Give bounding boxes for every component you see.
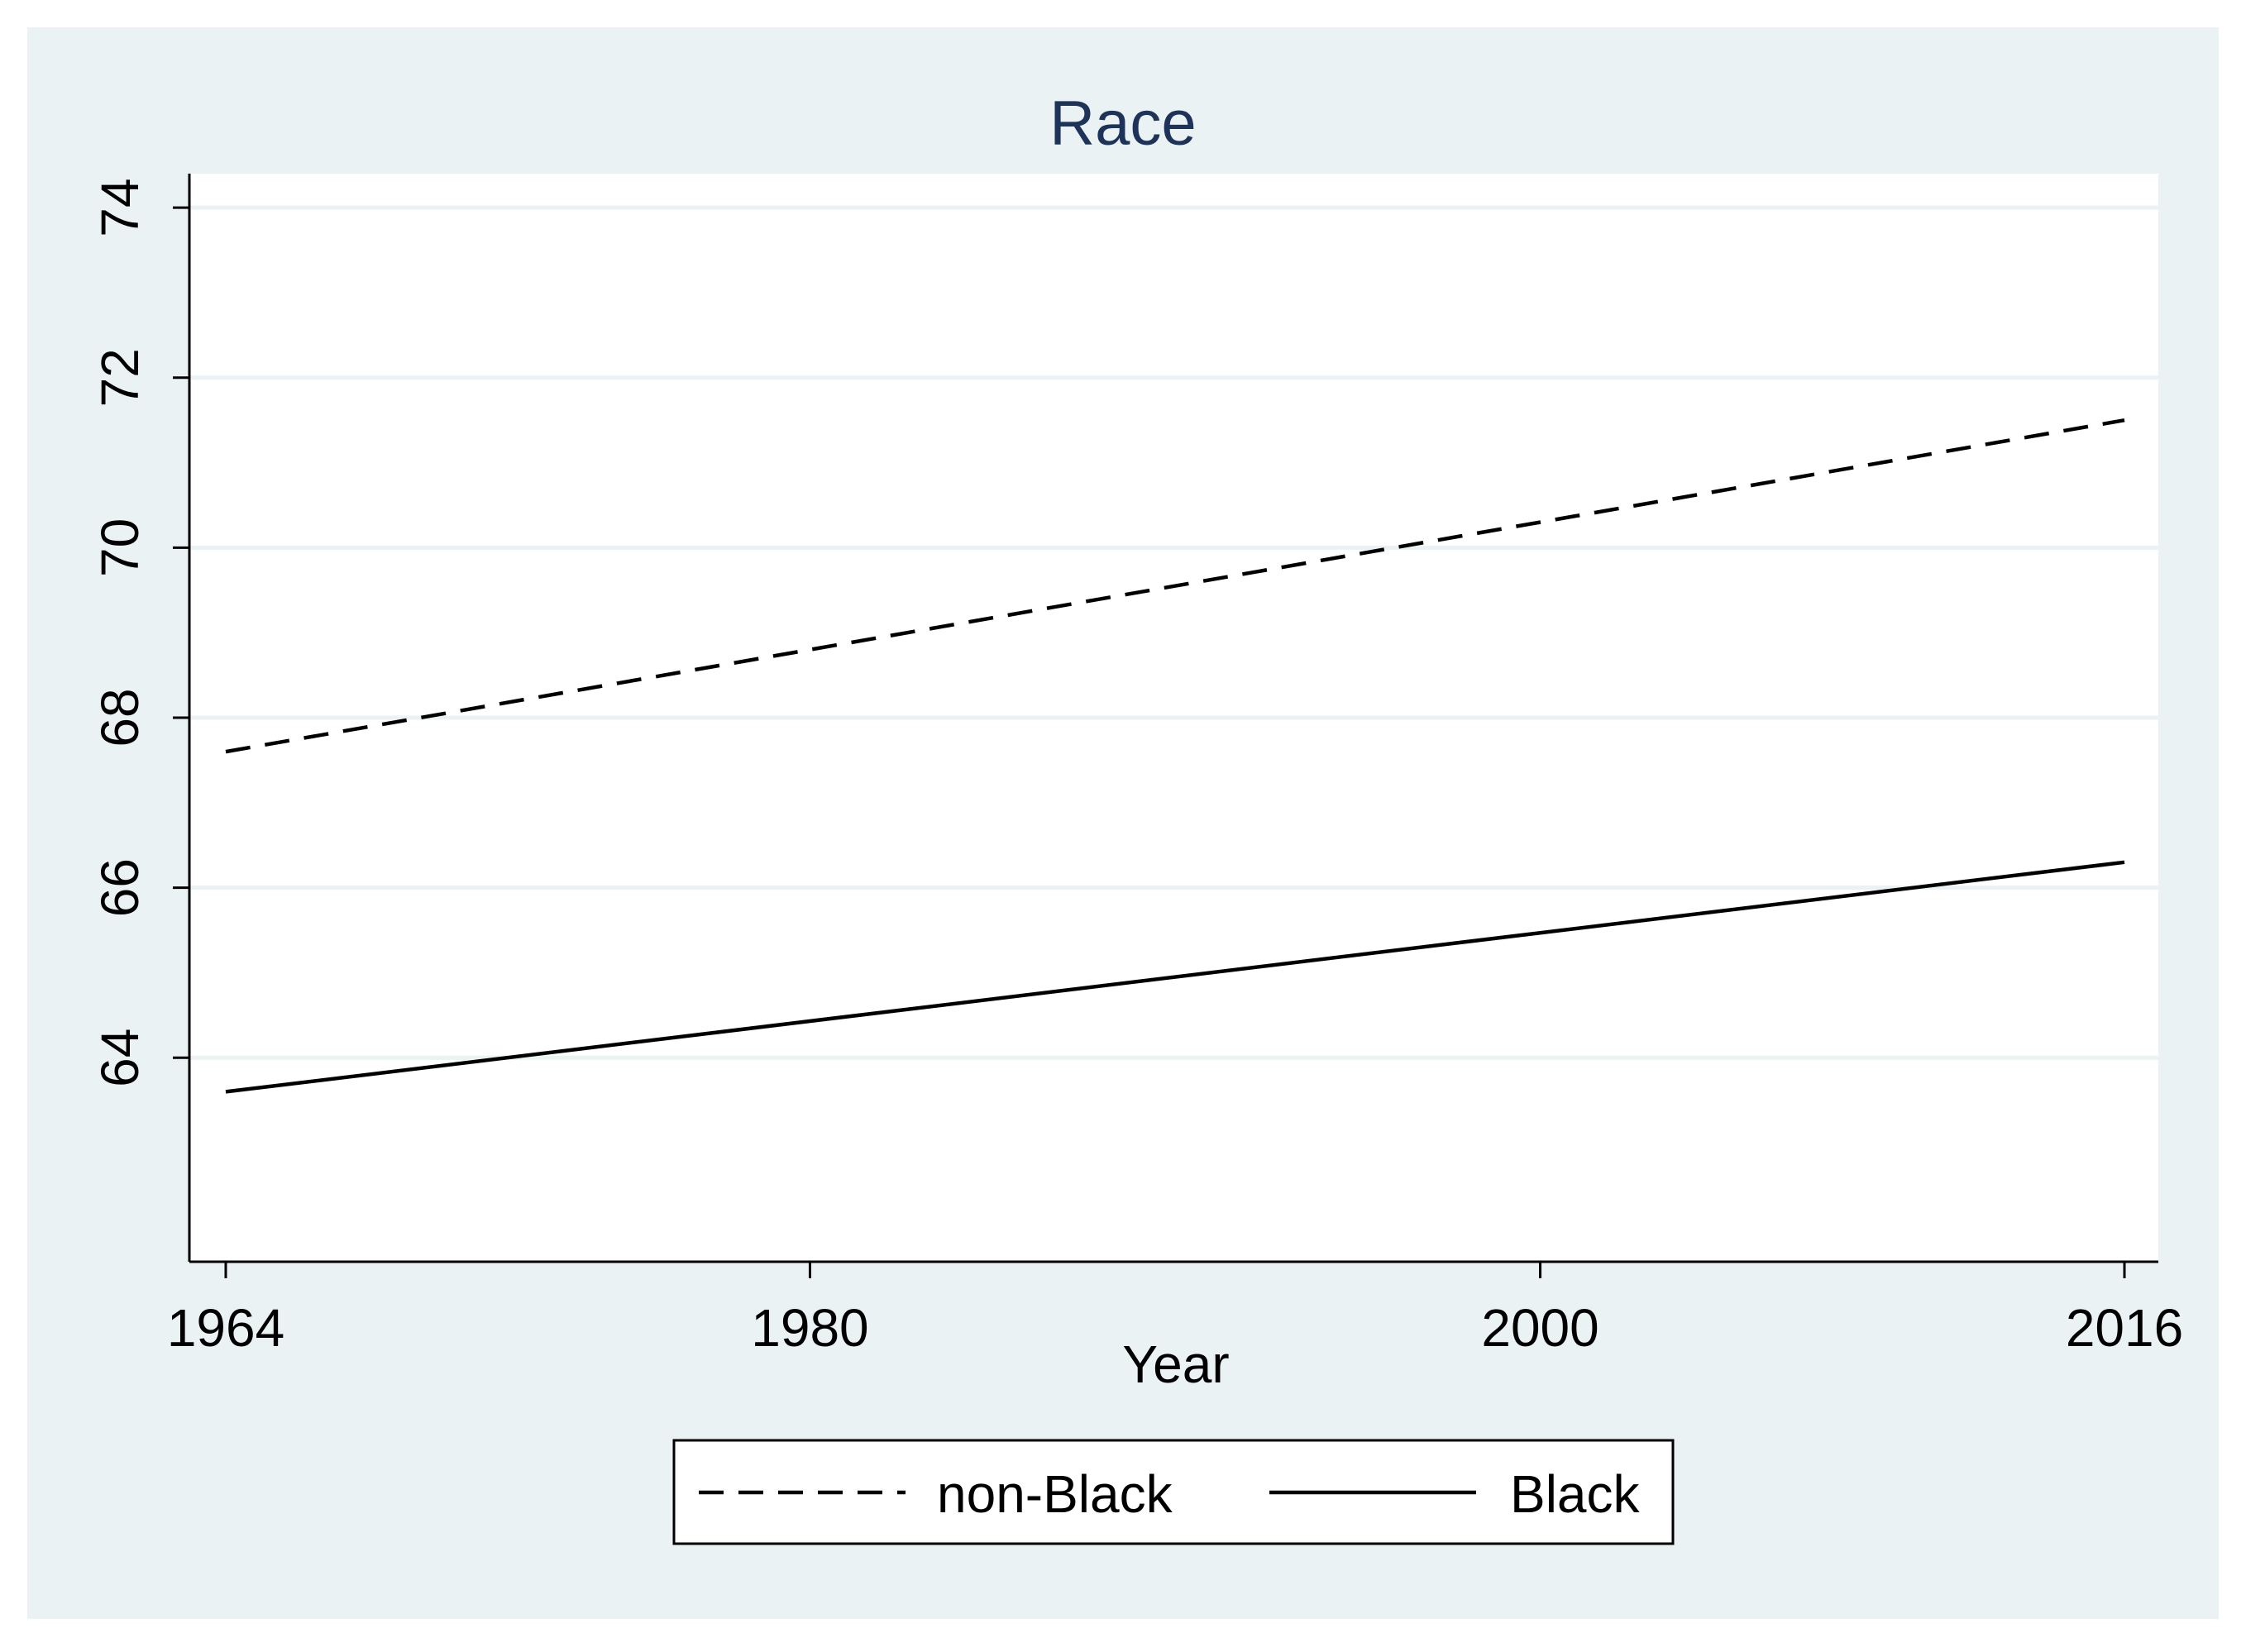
x-tick-label: 2016 [2066, 1298, 2183, 1358]
y-tick-label: 74 [90, 179, 150, 237]
series-line-non-black [225, 418, 2125, 754]
y-tick-label: 66 [90, 858, 150, 917]
legend-label-black: Black [1510, 1464, 1641, 1524]
x-tick-label: 2000 [1481, 1298, 1598, 1358]
chart-title: Race [1049, 88, 1196, 159]
x-tick-label: 1964 [167, 1298, 284, 1358]
x-tick-label: 1980 [751, 1298, 868, 1358]
x-axis-label: Year [1122, 1334, 1229, 1394]
legend: non-Black Black [672, 1439, 1675, 1545]
y-tick-label: 64 [90, 1029, 150, 1087]
y-tick-label: 70 [90, 518, 150, 577]
y-tick-label: 68 [90, 688, 150, 747]
series-line-black [225, 860, 2125, 1094]
legend-label-non-black: non-Black [937, 1464, 1173, 1524]
y-tick-label: 72 [90, 348, 150, 407]
